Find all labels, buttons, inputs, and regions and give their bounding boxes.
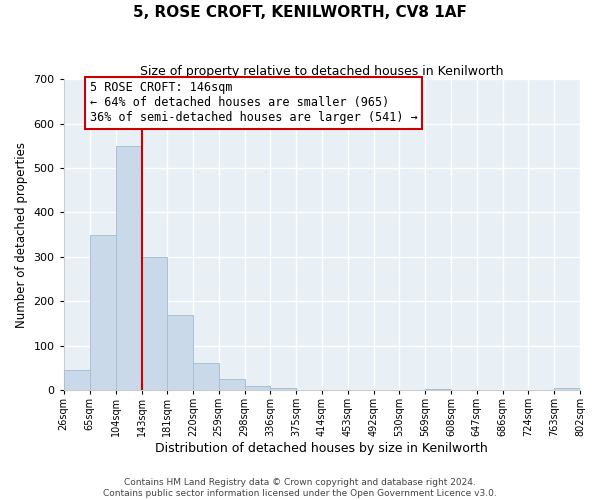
- Text: 5, ROSE CROFT, KENILWORTH, CV8 1AF: 5, ROSE CROFT, KENILWORTH, CV8 1AF: [133, 5, 467, 20]
- Bar: [167, 316, 193, 390]
- Title: Size of property relative to detached houses in Kenilworth: Size of property relative to detached ho…: [140, 65, 503, 78]
- Bar: [245, 386, 270, 390]
- Bar: [219, 379, 245, 390]
- X-axis label: Distribution of detached houses by size in Kenilworth: Distribution of detached houses by size …: [155, 442, 488, 455]
- Bar: [193, 364, 219, 390]
- Bar: [425, 389, 451, 390]
- Bar: [270, 388, 296, 390]
- Bar: [554, 388, 580, 390]
- Y-axis label: Number of detached properties: Number of detached properties: [15, 142, 28, 328]
- Text: Contains HM Land Registry data © Crown copyright and database right 2024.
Contai: Contains HM Land Registry data © Crown c…: [103, 478, 497, 498]
- Bar: [89, 234, 116, 390]
- Bar: [116, 146, 142, 390]
- Bar: [64, 370, 89, 390]
- Text: 5 ROSE CROFT: 146sqm
← 64% of detached houses are smaller (965)
36% of semi-deta: 5 ROSE CROFT: 146sqm ← 64% of detached h…: [89, 82, 418, 124]
- Bar: [142, 257, 167, 390]
